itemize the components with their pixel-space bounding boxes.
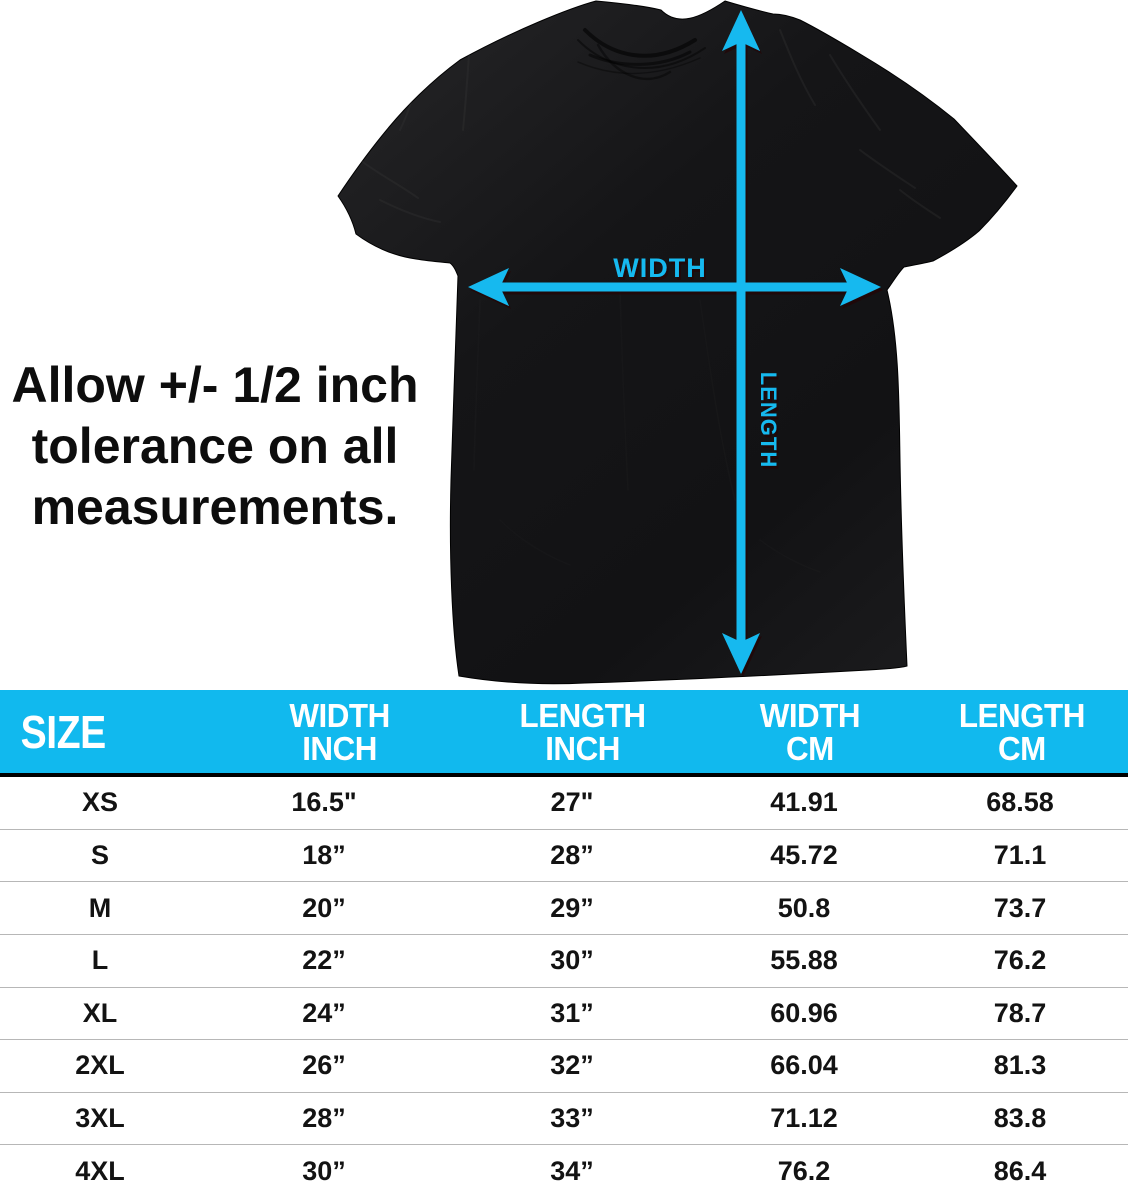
svg-text:LENGTH: LENGTH <box>756 372 781 468</box>
svg-text:WIDTH: WIDTH <box>613 253 706 283</box>
